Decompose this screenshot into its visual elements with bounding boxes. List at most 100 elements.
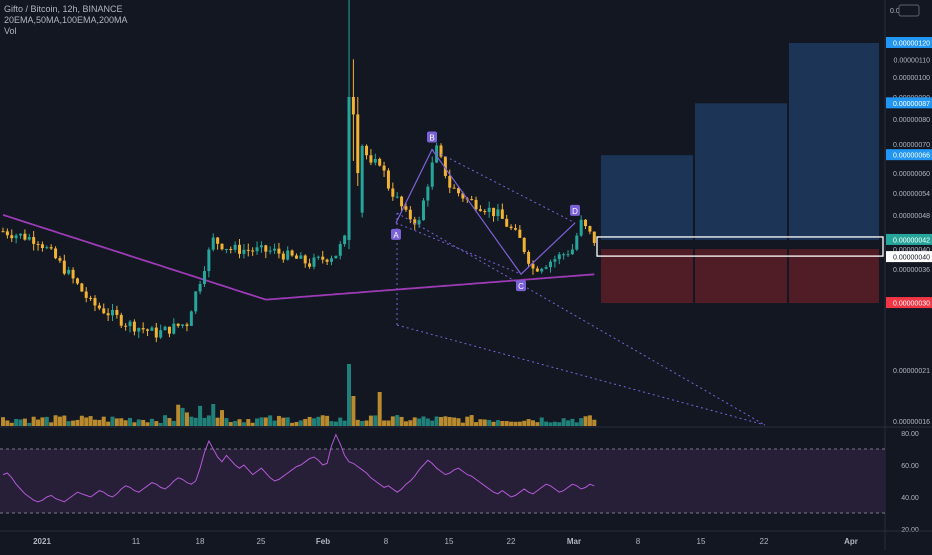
currency-badge: [898, 4, 920, 17]
volume-bar: [294, 421, 299, 426]
candle-body: [435, 145, 439, 163]
candle-body: [255, 247, 259, 252]
candle-body: [592, 231, 596, 243]
candle-body: [1, 231, 5, 233]
candle: [167, 326, 171, 338]
volume-bar: [101, 416, 106, 426]
candle: [365, 144, 369, 160]
candle-body: [27, 237, 31, 240]
candle-body: [496, 209, 500, 217]
volume-bar: [303, 418, 308, 426]
volume-bar: [290, 422, 295, 426]
candle: [343, 234, 347, 247]
volume-bar: [259, 417, 264, 426]
candle-body: [137, 328, 141, 332]
candle-body: [97, 305, 101, 309]
candle-body: [430, 162, 434, 187]
volume-bar: [452, 417, 457, 426]
candle-body: [84, 291, 88, 298]
candle: [172, 318, 176, 335]
volume-legend[interactable]: Vol: [4, 26, 17, 36]
candle: [286, 246, 290, 261]
candle: [338, 241, 342, 260]
volume-bar: [75, 419, 80, 426]
candle: [378, 157, 382, 167]
volume-bar: [123, 420, 128, 426]
volume-bar: [342, 420, 347, 426]
candle: [106, 308, 110, 322]
volume-bar: [504, 421, 509, 426]
volume-bar: [228, 422, 233, 426]
lower-trendline: [396, 324, 766, 426]
rsi-tick-label: 60.00: [901, 463, 919, 470]
volume-bar: [206, 415, 211, 426]
volume-bar: [171, 421, 176, 426]
candle-body: [273, 248, 277, 251]
candle: [478, 205, 482, 212]
candle-body: [45, 247, 49, 249]
volume-bar: [66, 421, 71, 426]
volume-bar: [255, 418, 260, 426]
volume-bar: [14, 419, 19, 426]
candle-body: [167, 326, 171, 334]
candle: [400, 195, 404, 211]
candle: [67, 266, 71, 276]
volume-bar: [202, 417, 207, 426]
candle: [281, 251, 285, 263]
indicators-legend[interactable]: 20EMA,50MA,100EMA,200MA: [4, 15, 128, 25]
volume-bar: [517, 421, 522, 426]
candle-body: [325, 259, 329, 262]
candle: [566, 250, 570, 258]
candle: [259, 241, 263, 253]
candle-body: [303, 255, 307, 264]
volume-bar: [500, 420, 505, 426]
candle: [391, 182, 395, 201]
candle-body: [562, 254, 566, 256]
candle-body: [330, 258, 333, 262]
candle-body: [452, 187, 456, 189]
pattern-bd-line: [431, 149, 576, 224]
candle: [584, 219, 588, 230]
candle: [137, 327, 141, 339]
price-tick-label: 0.00000040: [893, 247, 930, 254]
candle-body: [457, 188, 461, 194]
pattern-point-a: A: [391, 228, 401, 240]
price-label-bg: [886, 233, 932, 245]
candle: [202, 266, 206, 288]
volume-bar: [368, 415, 373, 426]
candle-body: [487, 207, 491, 212]
symbol-legend[interactable]: Gifto / Bitcoin, 12h, BINANCE: [4, 4, 123, 14]
candle-body: [483, 211, 487, 213]
volume-bar: [167, 418, 172, 426]
volume-bar: [474, 422, 479, 426]
candle-body: [522, 237, 526, 252]
volume-bar: [233, 420, 238, 426]
candle: [540, 267, 544, 274]
volume-bar: [224, 418, 229, 426]
price-label-0.00000030: 0.00000030: [886, 297, 932, 309]
volume-bar: [18, 419, 23, 426]
candle-body: [19, 233, 23, 236]
candle-body: [290, 250, 294, 256]
price-tick-label: 0.00000110: [894, 57, 931, 64]
candle-body: [93, 298, 97, 306]
price-label-text: 0.00000030: [893, 301, 930, 308]
candle: [426, 184, 430, 207]
volume-bar: [570, 418, 575, 426]
volume-bar: [57, 416, 62, 426]
volume-bar: [548, 422, 553, 426]
candle-body: [124, 325, 128, 327]
candle: [373, 153, 377, 166]
currency-badge-frame: [898, 4, 920, 17]
candle: [141, 322, 145, 334]
candle-body: [513, 228, 517, 230]
candle: [356, 96, 360, 186]
volume-bar: [377, 392, 382, 426]
candle: [439, 143, 443, 159]
volume-bar: [509, 421, 514, 426]
volume-bar: [285, 417, 290, 426]
volume-bar: [355, 419, 360, 426]
volume-bar: [456, 418, 461, 426]
candle-body: [321, 256, 325, 260]
